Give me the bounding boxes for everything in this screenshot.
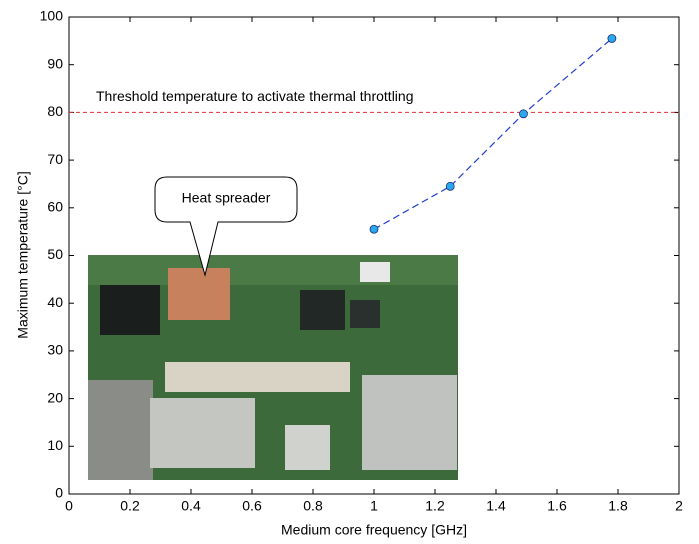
x-tick-label: 1.2 — [425, 498, 445, 514]
y-tick-label: 20 — [47, 389, 63, 405]
x-tick-label: 0.8 — [303, 498, 323, 514]
x-tick-label: 0.2 — [120, 498, 140, 514]
y-tick-label: 90 — [47, 55, 63, 71]
data-point — [369, 224, 379, 234]
x-axis-label: Medium core frequency [GHz] — [281, 522, 467, 538]
y-tick-label: 50 — [47, 246, 63, 262]
x-tick-label: 2 — [675, 498, 683, 514]
y-tick-label: 100 — [40, 8, 64, 24]
x-tick-label: 0.6 — [242, 498, 262, 514]
y-tick-label: 70 — [47, 151, 63, 167]
y-tick-label: 0 — [55, 485, 63, 501]
threshold-label: Threshold temperature to activate therma… — [96, 88, 414, 104]
x-tick-label: 0 — [65, 498, 73, 514]
photo-inset — [88, 255, 458, 480]
x-tick-label: 1.4 — [486, 498, 506, 514]
y-tick-label: 30 — [47, 342, 63, 358]
data-point — [519, 109, 528, 119]
x-tick-label: 1.6 — [547, 498, 567, 514]
callout-text: Heat spreader — [182, 190, 271, 206]
data-line — [373, 38, 613, 230]
data-point — [445, 181, 455, 191]
y-tick-label: 80 — [47, 103, 63, 119]
x-tick-label: 0.4 — [181, 498, 201, 514]
data-point — [607, 34, 617, 43]
y-tick-label: 40 — [47, 294, 63, 310]
x-tick-label: 1 — [370, 498, 378, 514]
y-axis-label: Maximum temperature [°C] — [15, 171, 31, 338]
y-tick-label: 60 — [47, 199, 63, 215]
callout: Heat spreader — [154, 176, 298, 277]
y-tick-label: 10 — [47, 437, 63, 453]
x-tick-label: 1.8 — [608, 498, 628, 514]
